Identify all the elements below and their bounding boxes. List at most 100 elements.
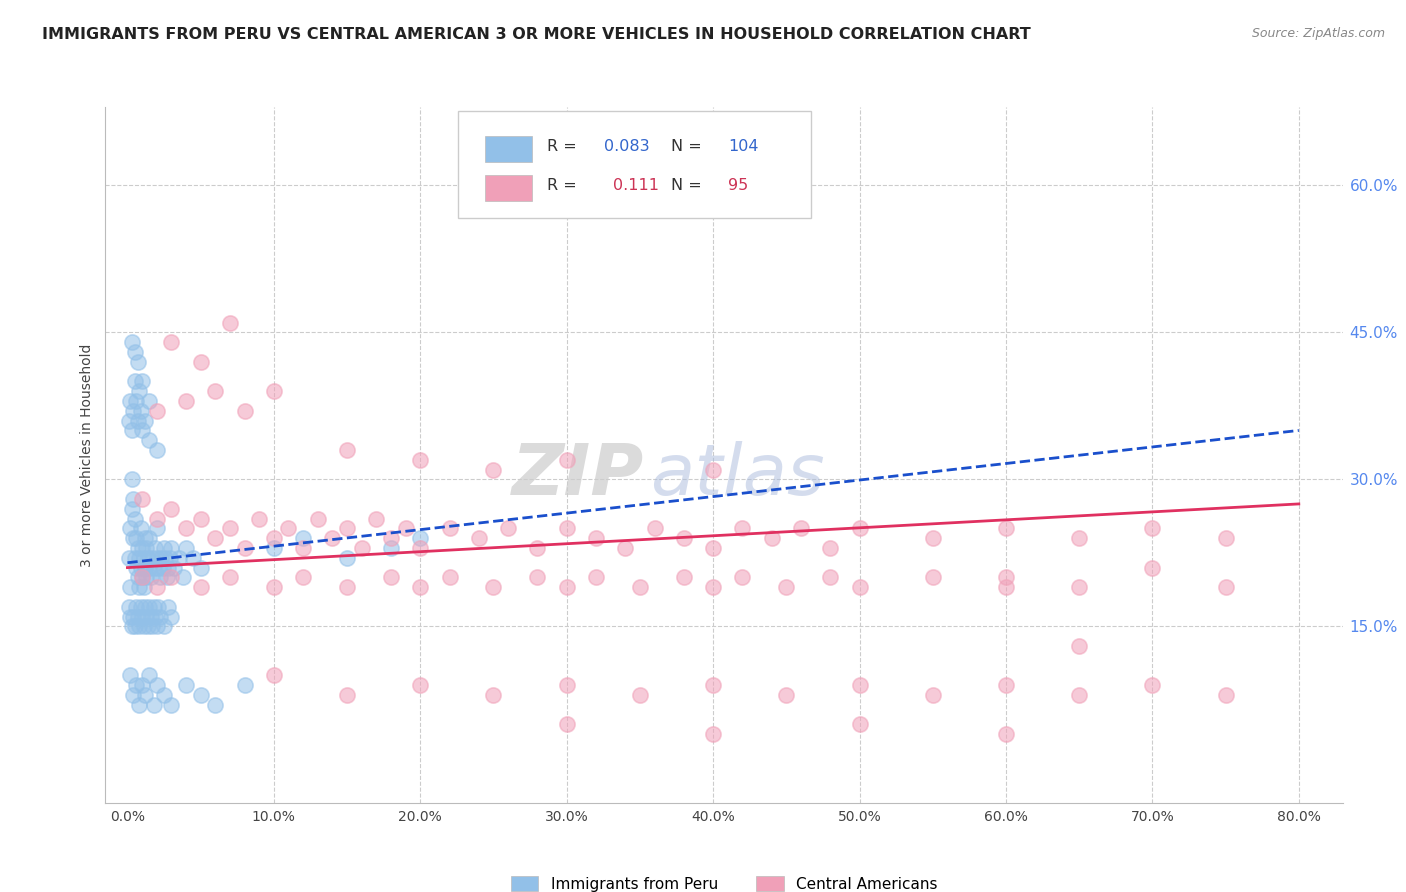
Point [233,678,256,692]
Text: 95: 95 [728,178,748,194]
Text: IMMIGRANTS FROM PERU VS CENTRAL AMERICAN 3 OR MORE VEHICLES IN HOUSEHOLD CORRELA: IMMIGRANTS FROM PERU VS CENTRAL AMERICAN… [42,27,1031,42]
Point [555,717,578,731]
Point [145,580,167,594]
Point [628,688,651,702]
Point [142,599,165,614]
Point [125,678,148,692]
Point [263,384,285,399]
Point [138,531,160,545]
FancyBboxPatch shape [485,136,533,162]
Point [134,531,156,545]
Point [482,688,505,702]
Point [204,384,226,399]
Point [336,443,359,458]
Point [159,550,181,565]
Point [120,609,142,624]
Point [120,668,142,682]
Point [174,541,197,555]
Point [702,727,724,741]
Point [702,541,724,555]
Point [136,550,159,565]
Point [482,580,505,594]
Point [190,511,212,525]
Point [122,531,145,545]
Point [122,609,145,624]
Point [118,599,141,614]
Point [409,580,432,594]
Point [131,375,153,389]
Point [761,531,783,545]
Point [994,521,1017,535]
Point [122,404,145,418]
Point [145,678,167,692]
Point [174,678,197,692]
Point [731,521,754,535]
Point [132,580,155,594]
Point [145,443,167,458]
Point [122,688,145,702]
Point [125,394,148,409]
Point [153,541,176,555]
Point [555,521,578,535]
Point [644,521,666,535]
Point [190,580,212,594]
Point [124,550,146,565]
Point [820,541,842,555]
Text: R =: R = [547,178,576,194]
Point [118,414,141,428]
Point [150,550,173,565]
Text: atlas: atlas [650,442,824,510]
Point [141,550,163,565]
Point [143,541,166,555]
Point [219,316,242,330]
Point [1215,580,1237,594]
Point [143,609,166,624]
Point [145,404,167,418]
Point [156,570,179,584]
Text: R =: R = [547,139,576,154]
Point [1142,521,1164,535]
Point [134,414,156,428]
Point [409,541,432,555]
Point [135,541,157,555]
Point [848,678,870,692]
Point [174,394,197,409]
Point [307,511,329,525]
Point [1215,688,1237,702]
Point [336,688,359,702]
Point [1142,560,1164,574]
Point [127,541,149,555]
Point [350,541,373,555]
Point [149,570,172,584]
Point [394,521,416,535]
Point [128,384,150,399]
Point [145,619,167,633]
Text: ZIP: ZIP [512,442,644,510]
Point [994,678,1017,692]
Point [157,599,180,614]
Point [160,609,183,624]
Point [277,521,299,535]
Point [380,541,402,555]
Y-axis label: 3 or more Vehicles in Household: 3 or more Vehicles in Household [80,343,94,566]
Point [921,531,943,545]
Point [157,560,180,574]
Point [121,335,143,350]
Point [496,521,519,535]
Point [1215,531,1237,545]
Point [380,531,402,545]
Point [131,609,153,624]
Point [233,404,256,418]
Point [219,570,242,584]
Point [139,570,162,584]
Point [129,560,152,574]
Point [233,541,256,555]
Point [614,541,637,555]
Point [122,491,145,506]
Point [138,599,160,614]
Point [190,560,212,574]
Point [131,678,153,692]
Point [134,599,156,614]
Point [672,570,695,584]
Point [118,550,141,565]
